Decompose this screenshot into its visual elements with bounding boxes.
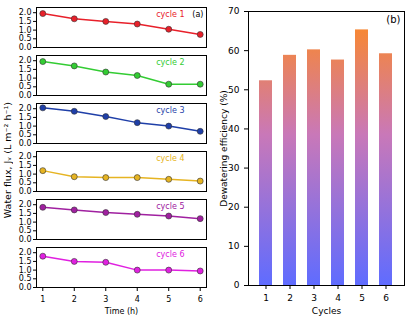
- svg-text:(a): (a): [192, 10, 203, 19]
- svg-text:0.5: 0.5: [19, 130, 32, 139]
- svg-text:1.0: 1.0: [19, 266, 32, 275]
- svg-text:cycle 1: cycle 1: [156, 10, 184, 19]
- svg-text:6: 6: [383, 293, 389, 303]
- svg-text:4: 4: [335, 293, 341, 303]
- svg-text:3: 3: [311, 293, 317, 303]
- html-text:Water flux, Jᵥ (L m⁻² h⁻¹): Water flux, Jᵥ (L m⁻² h⁻¹): [1, 101, 13, 219]
- svg-text:cycle 4: cycle 4: [156, 154, 184, 163]
- svg-text:4: 4: [135, 295, 140, 304]
- svg-text:70: 70: [228, 6, 240, 16]
- svg-text:2.0: 2.0: [19, 104, 32, 113]
- svg-text:50: 50: [228, 85, 240, 95]
- svg-text:1.0: 1.0: [19, 122, 32, 131]
- svg-text:1.0: 1.0: [19, 218, 32, 227]
- svg-text:1.5: 1.5: [19, 113, 32, 122]
- svg-text:0: 0: [234, 280, 240, 290]
- svg-text:cycle 5: cycle 5: [156, 202, 184, 211]
- svg-text:(b): (b): [386, 14, 400, 25]
- svg-text:0.0: 0.0: [19, 187, 32, 195]
- svg-text:40: 40: [228, 124, 240, 134]
- svg-text:2.0: 2.0: [19, 152, 32, 161]
- svg-text:1: 1: [263, 293, 269, 303]
- svg-text:0.5: 0.5: [19, 82, 32, 91]
- svg-text:0.0: 0.0: [19, 283, 32, 292]
- svg-text:0.5: 0.5: [19, 34, 32, 43]
- svg-text:0.0: 0.0: [19, 235, 32, 243]
- svg-text:0.0: 0.0: [19, 139, 32, 147]
- svg-text:Cycles: Cycles: [312, 306, 342, 316]
- svg-text:1.0: 1.0: [19, 26, 32, 35]
- svg-text:3: 3: [103, 295, 108, 304]
- svg-text:5: 5: [359, 293, 365, 303]
- svg-text:cycle 6: cycle 6: [156, 250, 184, 259]
- svg-text:1.5: 1.5: [19, 17, 32, 26]
- svg-text:cycle 3: cycle 3: [156, 106, 184, 115]
- svg-text:2: 2: [287, 293, 293, 303]
- svg-text:5: 5: [166, 295, 171, 304]
- svg-text:1: 1: [40, 295, 45, 304]
- svg-text:20: 20: [228, 202, 240, 212]
- svg-text:0.5: 0.5: [19, 274, 32, 283]
- svg-text:2.0: 2.0: [19, 200, 32, 209]
- svg-text:1.5: 1.5: [19, 161, 32, 170]
- svg-text:2.0: 2.0: [19, 8, 32, 17]
- svg-text:10: 10: [228, 241, 240, 251]
- svg-text:cycle 2: cycle 2: [156, 58, 184, 67]
- svg-text:0.5: 0.5: [19, 178, 32, 187]
- svg-text:0.0: 0.0: [19, 91, 32, 99]
- svg-text:1.5: 1.5: [19, 65, 32, 74]
- svg-text:2: 2: [72, 295, 77, 304]
- svg-text:1.5: 1.5: [19, 209, 32, 218]
- svg-text:Dewatering efficiency (%): Dewatering efficiency (%): [219, 90, 229, 207]
- svg-text:0.0: 0.0: [19, 43, 32, 51]
- svg-text:1.0: 1.0: [19, 170, 32, 179]
- svg-text:6: 6: [198, 295, 203, 304]
- svg-text:2.0: 2.0: [19, 56, 32, 65]
- svg-text:30: 30: [228, 163, 240, 173]
- svg-text:1.5: 1.5: [19, 257, 32, 266]
- svg-text:60: 60: [228, 46, 240, 56]
- svg-text:1.0: 1.0: [19, 74, 32, 83]
- svg-text:Time (h): Time (h): [104, 307, 138, 316]
- svg-text:0.5: 0.5: [19, 226, 32, 235]
- svg-text:2.0: 2.0: [19, 248, 32, 257]
